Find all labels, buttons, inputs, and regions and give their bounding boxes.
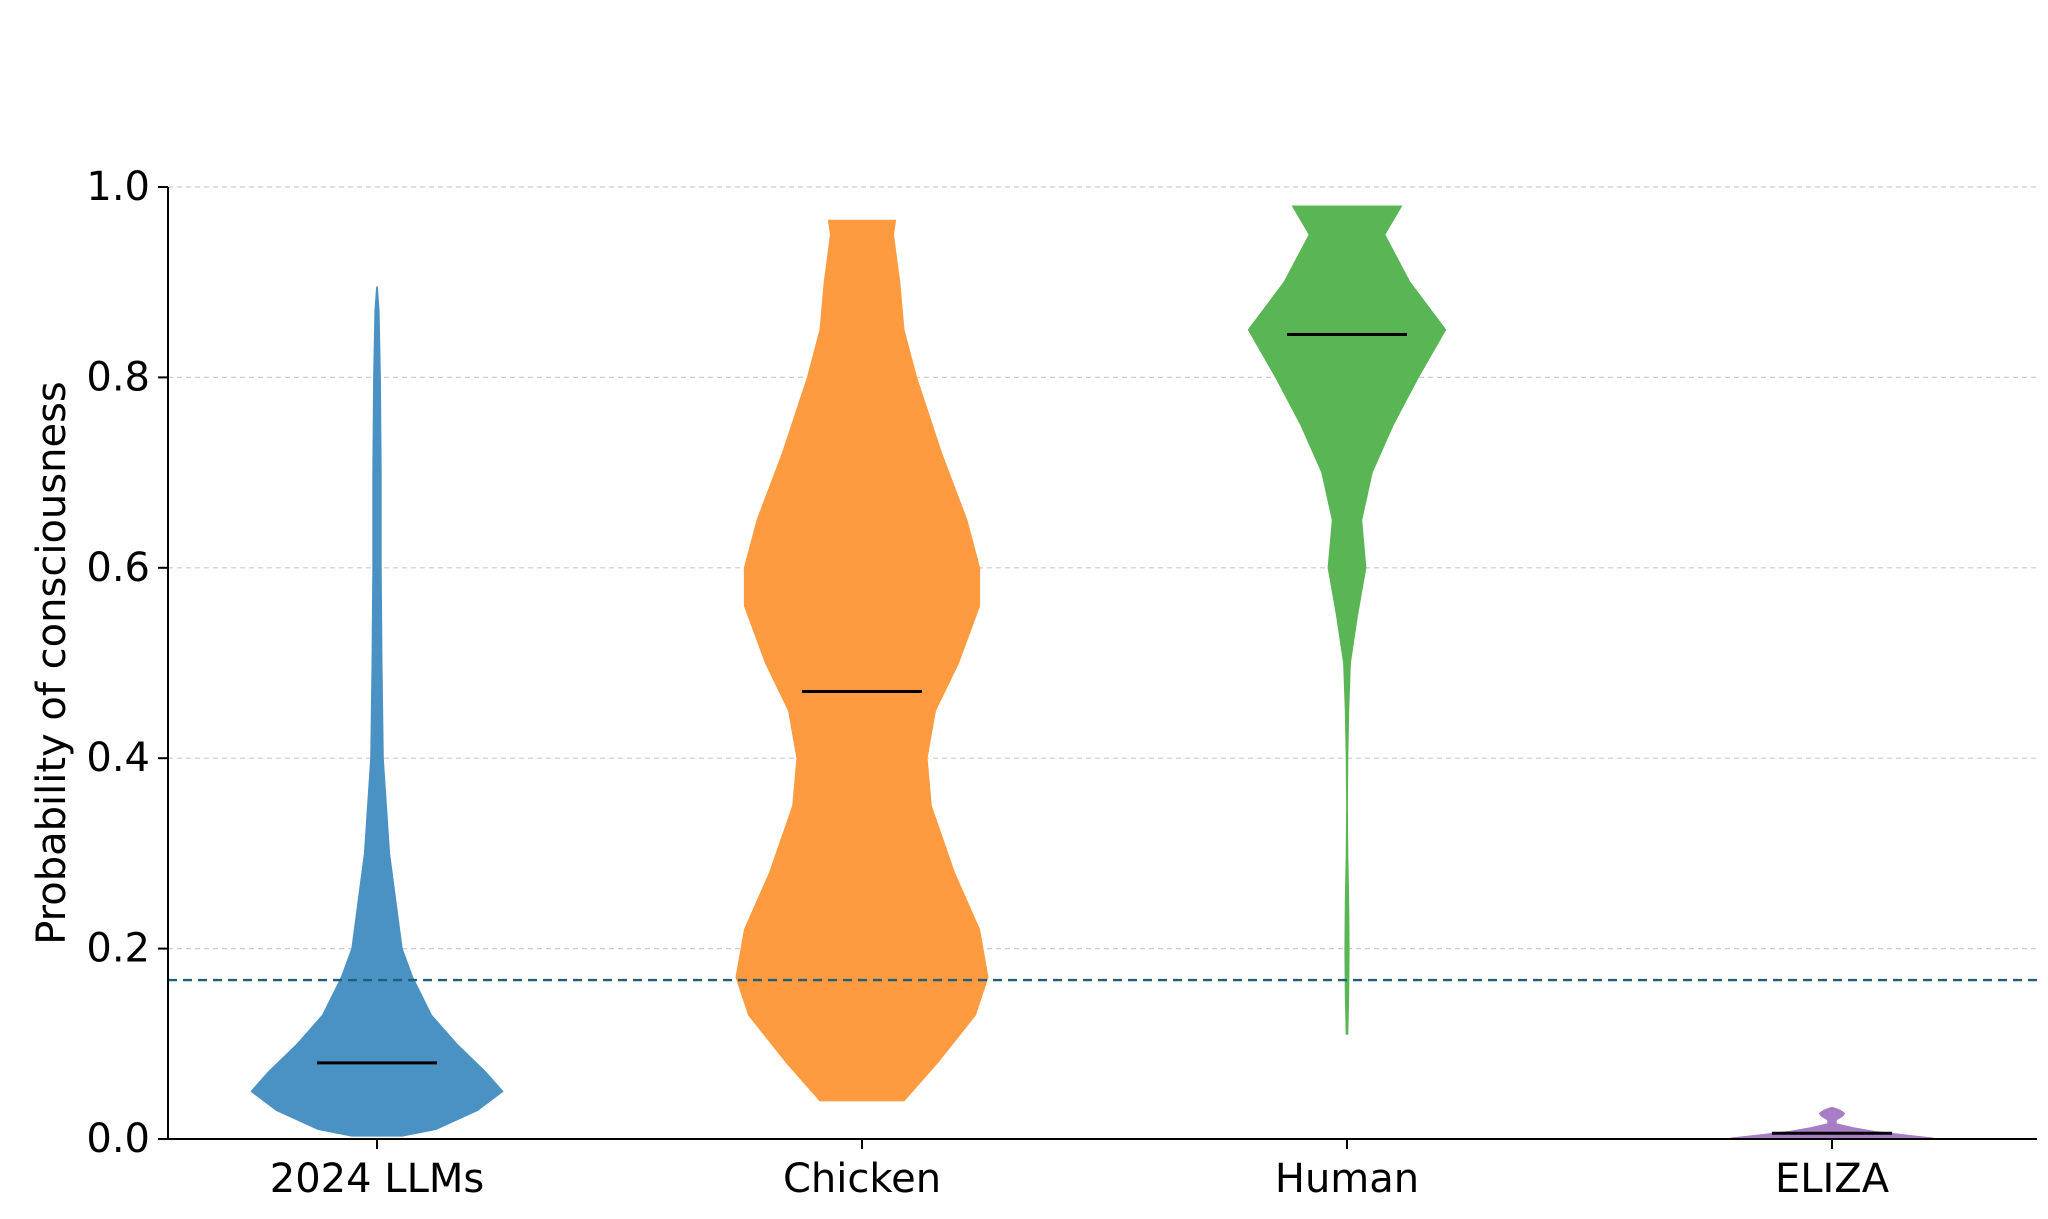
y-tick-label: 0.6 — [86, 545, 150, 591]
violin-2024-llms — [250, 286, 504, 1137]
y-tick-label: 1.0 — [86, 164, 150, 210]
violin-human — [1247, 205, 1447, 1035]
y-tick-label: 0.4 — [86, 735, 150, 781]
ticks: 0.0 0.2 0.4 0.6 0.8 1.0 2024 LLMs Chicken Human E… — [86, 164, 1889, 1202]
x-tick-label: Chicken — [783, 1156, 941, 1202]
grid-lines — [168, 186, 2037, 950]
x-tick-label: 2024 LLMs — [270, 1156, 484, 1202]
y-tick-label: 0.2 — [86, 926, 150, 972]
violin-chicken — [735, 219, 989, 1102]
axes — [167, 187, 2037, 1140]
y-axis-label: Probability of consciousness — [29, 381, 75, 945]
x-tick-label: ELIZA — [1775, 1156, 1890, 1202]
y-tick-label: 0.0 — [86, 1116, 150, 1162]
violins — [250, 205, 1934, 1139]
y-tick-label: 0.8 — [86, 354, 150, 400]
x-tick-label: Human — [1275, 1156, 1419, 1202]
violin-eliza — [1730, 1107, 1934, 1139]
